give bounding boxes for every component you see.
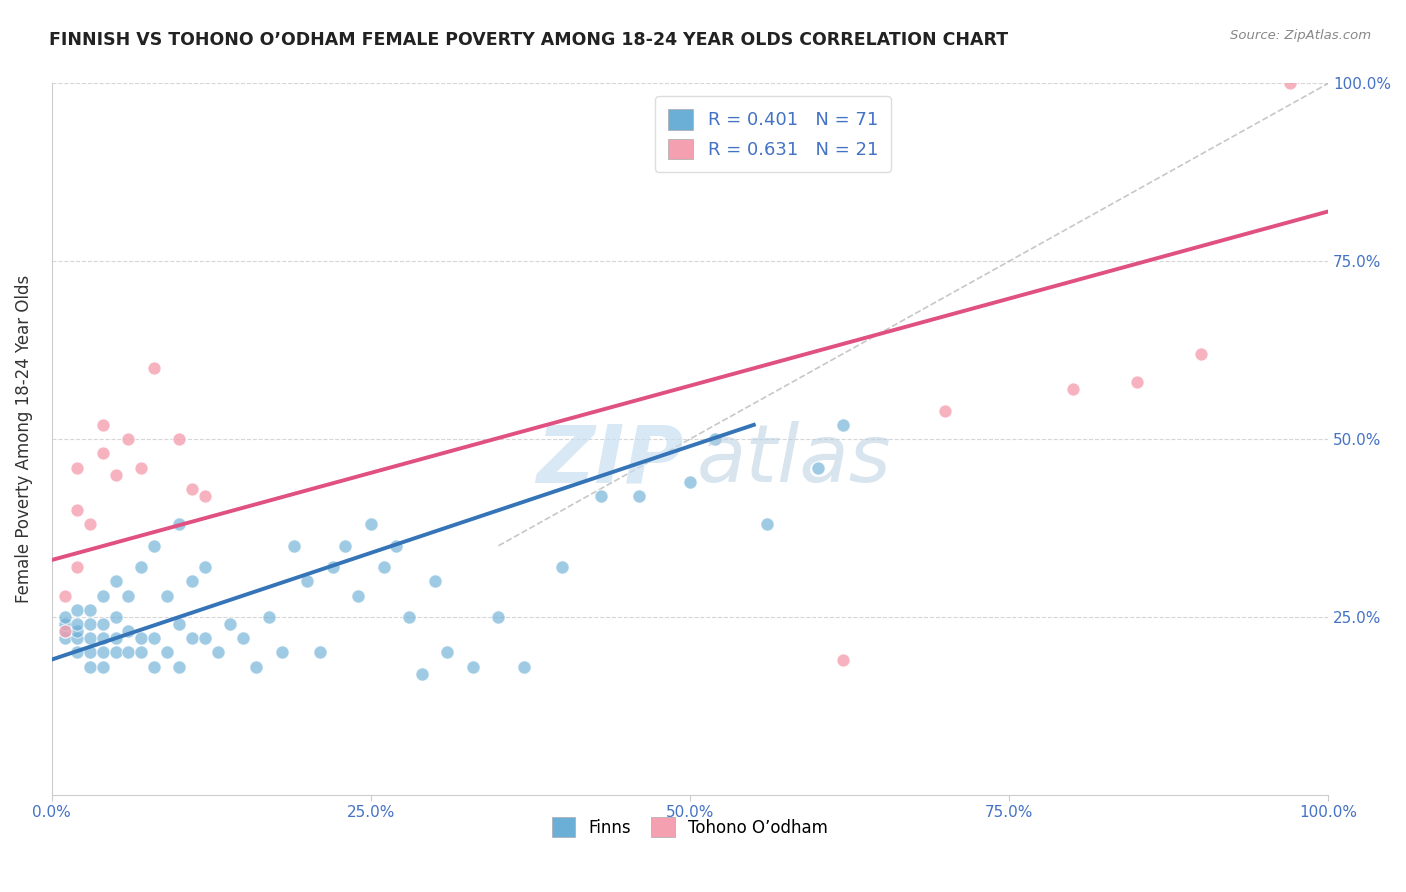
Point [551, 560, 574, 574]
Point [142, 539, 165, 553]
Point [53, 589, 76, 603]
Point [322, 560, 344, 574]
Point [1278, 77, 1301, 91]
Point [79, 603, 101, 617]
Point [181, 482, 204, 496]
Point [411, 666, 433, 681]
Text: ZIP: ZIP [536, 421, 683, 500]
Point [79, 632, 101, 646]
Point [194, 560, 217, 574]
Point [270, 645, 292, 659]
Point [308, 645, 330, 659]
Y-axis label: Female Poverty Among 18-24 Year Olds: Female Poverty Among 18-24 Year Olds [15, 275, 32, 603]
Point [257, 610, 280, 624]
Point [169, 659, 191, 673]
Point [1125, 375, 1147, 389]
Point [53, 610, 76, 624]
Point [207, 645, 229, 659]
Point [806, 460, 828, 475]
Point [129, 560, 152, 574]
Point [169, 617, 191, 632]
Point [66, 503, 89, 517]
Point [755, 517, 778, 532]
Point [91, 632, 114, 646]
Point [91, 659, 114, 673]
Point [219, 617, 242, 632]
Point [66, 617, 89, 632]
Point [156, 589, 179, 603]
Point [245, 659, 267, 673]
Point [79, 517, 101, 532]
Point [194, 489, 217, 503]
Text: Source: ZipAtlas.com: Source: ZipAtlas.com [1230, 29, 1371, 42]
Point [181, 632, 204, 646]
Point [142, 360, 165, 375]
Point [91, 617, 114, 632]
Point [66, 603, 89, 617]
Point [436, 645, 458, 659]
Point [142, 632, 165, 646]
Point [91, 589, 114, 603]
Point [104, 574, 127, 589]
Point [104, 632, 127, 646]
Point [91, 645, 114, 659]
Point [117, 645, 139, 659]
Text: FINNISH VS TOHONO O’ODHAM FEMALE POVERTY AMONG 18-24 YEAR OLDS CORRELATION CHART: FINNISH VS TOHONO O’ODHAM FEMALE POVERTY… [49, 31, 1008, 49]
Point [373, 560, 395, 574]
Point [169, 432, 191, 446]
Point [66, 645, 89, 659]
Point [66, 624, 89, 639]
Point [104, 645, 127, 659]
Text: atlas: atlas [696, 421, 891, 500]
Point [91, 417, 114, 432]
Point [679, 475, 702, 489]
Point [104, 610, 127, 624]
Point [129, 645, 152, 659]
Point [91, 446, 114, 460]
Point [79, 659, 101, 673]
Point [360, 517, 382, 532]
Point [169, 517, 191, 532]
Point [53, 632, 76, 646]
Legend: Finns, Tohono O’odham: Finns, Tohono O’odham [546, 811, 835, 843]
Point [53, 617, 76, 632]
Point [181, 574, 204, 589]
Point [461, 659, 484, 673]
Point [488, 610, 510, 624]
Point [704, 432, 727, 446]
Point [53, 624, 76, 639]
Point [513, 659, 536, 673]
Point [347, 589, 370, 603]
Point [129, 460, 152, 475]
Point [156, 645, 179, 659]
Point [104, 467, 127, 482]
Point [79, 645, 101, 659]
Point [66, 460, 89, 475]
Point [832, 652, 855, 666]
Point [79, 617, 101, 632]
Point [117, 432, 139, 446]
Point [423, 574, 446, 589]
Point [1062, 382, 1084, 396]
Point [398, 610, 420, 624]
Point [335, 539, 357, 553]
Point [1189, 347, 1212, 361]
Point [129, 632, 152, 646]
Point [385, 539, 408, 553]
Point [142, 659, 165, 673]
Point [295, 574, 318, 589]
Point [589, 489, 612, 503]
Point [232, 632, 254, 646]
Point [934, 403, 956, 417]
Point [832, 417, 855, 432]
Point [66, 632, 89, 646]
Point [66, 560, 89, 574]
Point [117, 624, 139, 639]
Point [117, 589, 139, 603]
Point [53, 624, 76, 639]
Point [627, 489, 650, 503]
Point [194, 632, 217, 646]
Point [283, 539, 305, 553]
